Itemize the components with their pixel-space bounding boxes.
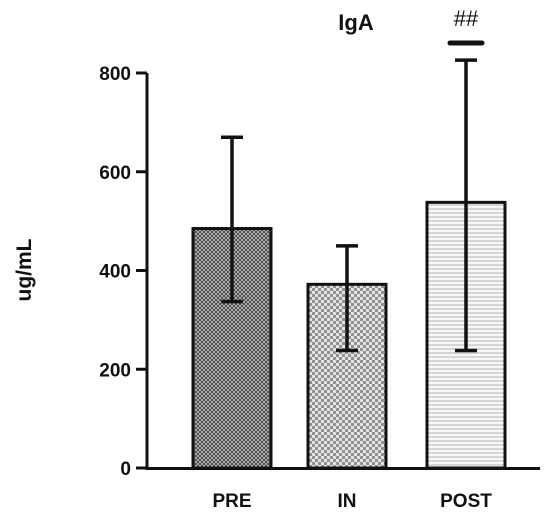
chart-title: IgA (338, 10, 374, 35)
y-tick-label: 200 (99, 360, 131, 381)
y-axis-label: ug/mL (13, 238, 36, 301)
x-tick-label-in: IN (338, 491, 357, 512)
y-tick-label: 800 (99, 64, 131, 85)
x-tick-label-pre: PRE (212, 491, 251, 512)
y-tick-label: 0 (120, 459, 131, 480)
y-tick-label: 600 (99, 163, 131, 184)
y-tick-label: 400 (99, 262, 131, 283)
significance-annotation: ## (454, 6, 479, 31)
x-tick-label-post: POST (440, 491, 492, 512)
